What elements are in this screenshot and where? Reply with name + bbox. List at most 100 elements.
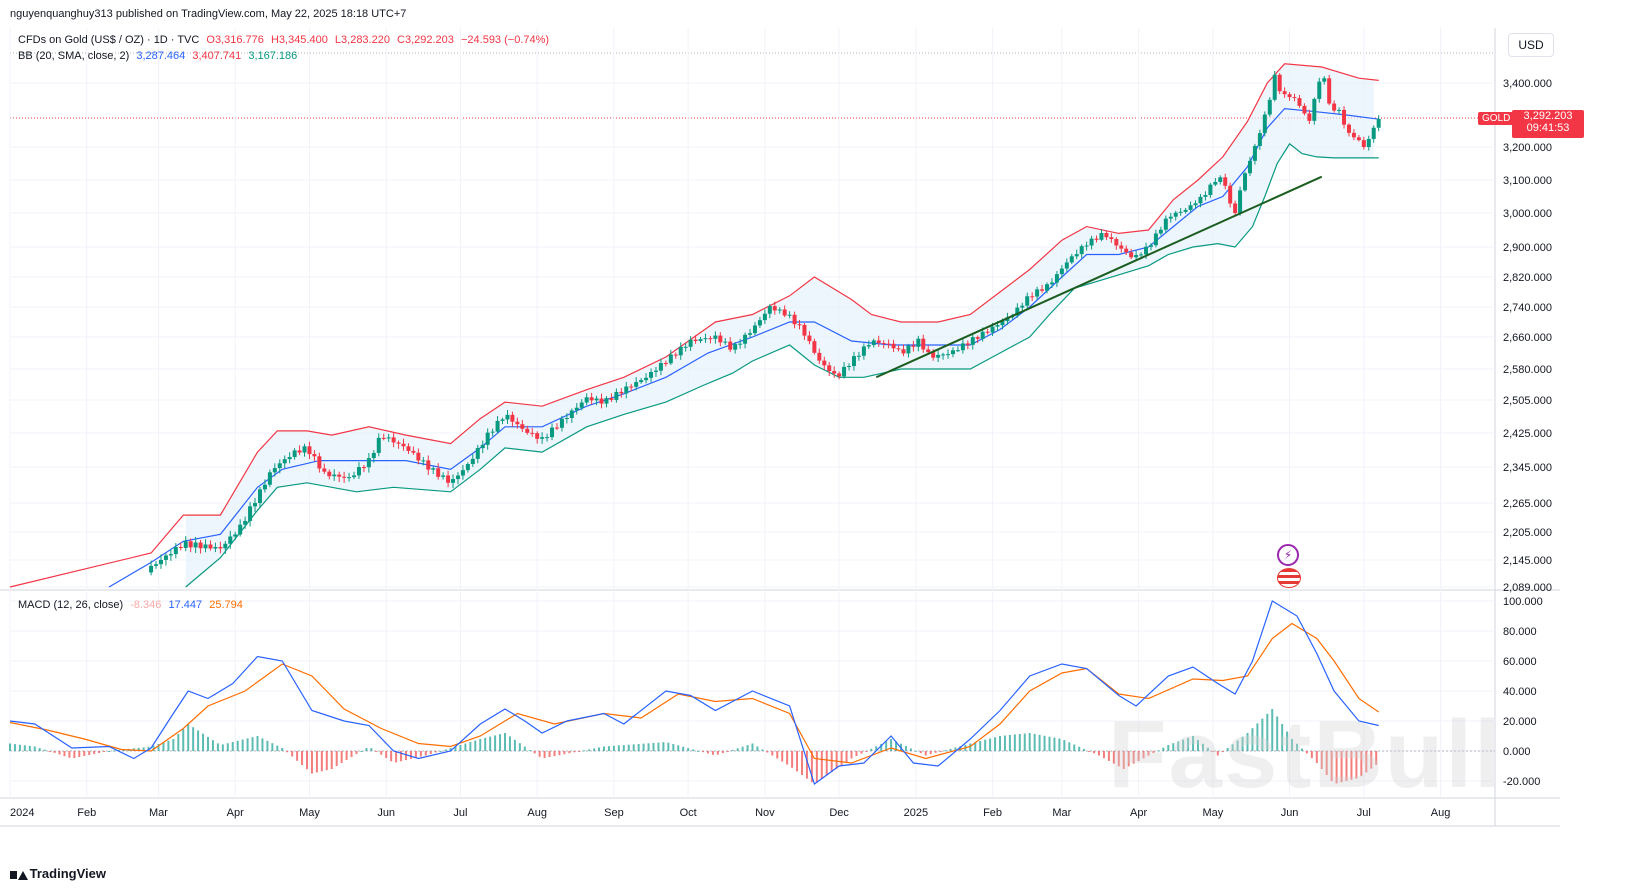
candle-body xyxy=(228,536,233,544)
candle-body xyxy=(851,356,856,367)
us-flag-event-icon[interactable] xyxy=(1277,568,1301,588)
macd-histogram-bar xyxy=(400,751,403,762)
macd-histogram-bar xyxy=(157,744,160,751)
candle-body xyxy=(1188,205,1193,210)
macd-histogram-bar xyxy=(73,751,76,758)
macd-histogram-bar xyxy=(994,737,997,751)
macd-legend[interactable]: MACD (12, 26, close) -8.346 17.447 25.79… xyxy=(18,599,247,611)
candle-body xyxy=(446,475,451,483)
macd-histogram-bar xyxy=(187,724,190,751)
high-value: H3,345.400 xyxy=(270,34,328,46)
candle-body xyxy=(1371,127,1376,139)
candle-body xyxy=(762,313,767,321)
candle-body xyxy=(1144,246,1149,255)
time-tick-label: Apr xyxy=(1130,807,1147,819)
macd-histogram-bar xyxy=(177,734,180,751)
signal-value: 25.794 xyxy=(209,599,243,611)
candle-body xyxy=(416,452,421,461)
candle-body xyxy=(163,555,168,560)
macd-histogram-bar xyxy=(682,746,685,751)
macd-histogram-bar xyxy=(256,736,259,751)
macd-histogram-bar xyxy=(429,751,432,754)
candle-body xyxy=(1183,209,1188,212)
candle-body xyxy=(149,565,154,573)
time-tick-label: Feb xyxy=(77,807,96,819)
bb-upper-value: 3,407.741 xyxy=(192,50,242,62)
macd-histogram-bar xyxy=(593,748,596,751)
candle-body xyxy=(1104,233,1109,238)
currency-button[interactable]: USD xyxy=(1508,33,1554,57)
macd-histogram-bar xyxy=(1365,751,1368,773)
candle-body xyxy=(277,463,282,469)
candle-body xyxy=(856,355,861,357)
macd-histogram-bar xyxy=(380,751,383,755)
candle-body xyxy=(980,331,985,339)
candle-body xyxy=(658,362,663,371)
macd-histogram-bar xyxy=(1211,751,1214,752)
candle-body xyxy=(807,335,812,342)
candle-body xyxy=(158,559,163,565)
macd-histogram-bar xyxy=(33,746,36,751)
macd-tick-label: -20.000 xyxy=(1503,776,1540,788)
candle-body xyxy=(787,314,792,316)
macd-histogram-bar xyxy=(1152,751,1155,753)
macd-histogram-bar xyxy=(434,751,437,753)
candle-body xyxy=(183,541,188,548)
macd-histogram-bar xyxy=(320,751,323,772)
price-tick-label: 2,205.000 xyxy=(1503,527,1552,539)
macd-histogram-bar xyxy=(1281,724,1284,751)
macd-histogram-bar xyxy=(1251,728,1254,751)
price-tick-label: 3,200.000 xyxy=(1503,142,1552,154)
price-tick-label: 2,740.000 xyxy=(1503,302,1552,314)
price-tick-label: 2,345.000 xyxy=(1503,462,1552,474)
candle-body xyxy=(614,391,619,400)
macd-histogram-bar xyxy=(1167,745,1170,751)
macd-histogram-bar xyxy=(1028,733,1031,751)
candle-body xyxy=(609,398,614,400)
candle-body xyxy=(1223,177,1228,186)
macd-histogram-bar xyxy=(28,745,31,751)
macd-histogram-bar xyxy=(1182,739,1185,751)
candle-body xyxy=(955,350,960,352)
macd-histogram-bar xyxy=(221,744,224,751)
macd-histogram-bar xyxy=(335,751,338,766)
candle-body xyxy=(752,325,757,334)
candle-body xyxy=(1277,74,1282,92)
macd-histogram-bar xyxy=(1147,751,1150,756)
candle-body xyxy=(233,534,238,537)
candle-body xyxy=(1312,98,1317,121)
macd-histogram-bar xyxy=(627,744,630,751)
candle-body xyxy=(1114,239,1119,246)
macd-histogram-bar xyxy=(1335,751,1338,784)
macd-histogram-bar xyxy=(439,751,442,752)
bb-legend[interactable]: BB (20, SMA, close, 2) 3,287.464 3,407.7… xyxy=(18,50,301,62)
lightning-event-icon[interactable]: ⚡ xyxy=(1277,544,1299,566)
macd-histogram-bar xyxy=(934,751,937,753)
candle-body xyxy=(337,474,342,477)
candle-body xyxy=(460,470,465,476)
candle-body xyxy=(569,410,574,419)
macd-histogram-bar xyxy=(1157,750,1160,752)
candle-body xyxy=(1366,138,1371,148)
time-tick-label: Aug xyxy=(527,807,547,819)
macd-histogram-bar xyxy=(345,751,348,760)
time-tick-label: Aug xyxy=(1431,807,1451,819)
macd-histogram-bar xyxy=(1172,743,1175,751)
macd-histogram-bar xyxy=(810,751,813,783)
macd-histogram-bar xyxy=(1122,751,1125,769)
symbol-legend[interactable]: CFDs on Gold (US$ / OZ) · 1D · TVC O3,31… xyxy=(18,34,553,46)
candle-body xyxy=(708,338,713,340)
candle-body xyxy=(559,418,564,428)
tradingview-logo-icon xyxy=(10,869,28,881)
candle-body xyxy=(619,391,624,394)
candle-body xyxy=(757,320,762,326)
candle-body xyxy=(1307,113,1312,121)
macd-line xyxy=(9,600,1379,785)
macd-histogram-bar xyxy=(702,751,704,753)
candle-body xyxy=(554,427,559,429)
macd-histogram-bar xyxy=(622,745,625,751)
macd-histogram-bar xyxy=(840,751,843,766)
candle-body xyxy=(347,477,352,479)
macd-histogram-bar xyxy=(741,746,744,751)
